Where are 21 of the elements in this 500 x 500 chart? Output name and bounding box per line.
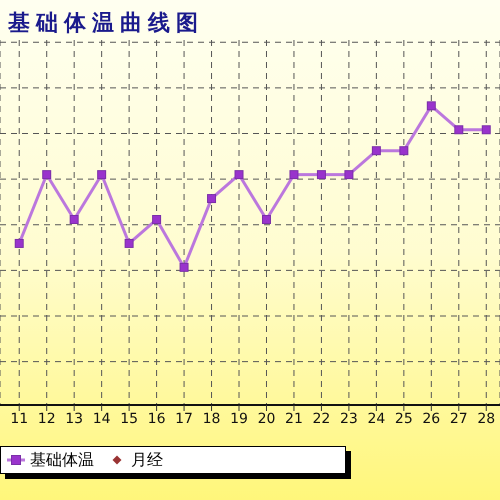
x-tick-label: 18 — [202, 410, 220, 427]
x-tick-label: 28 — [477, 410, 496, 427]
chart-title: 基础体温曲线图 — [8, 10, 204, 38]
x-tick-label: 13 — [65, 410, 84, 427]
x-tick-label: 19 — [230, 410, 248, 427]
legend-label: 基础体温 — [29, 450, 94, 470]
x-tick-label: 21 — [285, 410, 303, 427]
x-tick-label: 11 — [10, 410, 28, 427]
x-tick-label: 26 — [422, 410, 440, 427]
x-tick-label: 16 — [148, 410, 166, 427]
x-tick-label: 20 — [258, 410, 276, 427]
x-tick-label: 15 — [120, 410, 138, 427]
x-tick-label: 27 — [450, 410, 468, 427]
x-tick-label: 23 — [340, 410, 358, 427]
x-tick-label: 24 — [367, 410, 386, 427]
legend-label: 月经 — [130, 450, 163, 470]
x-tick-label: 22 — [312, 410, 330, 427]
x-tick-label: 25 — [394, 410, 413, 427]
x-tick-label: 14 — [92, 410, 111, 427]
x-tick-label: 17 — [175, 410, 193, 427]
x-tick-label: 12 — [38, 410, 56, 427]
